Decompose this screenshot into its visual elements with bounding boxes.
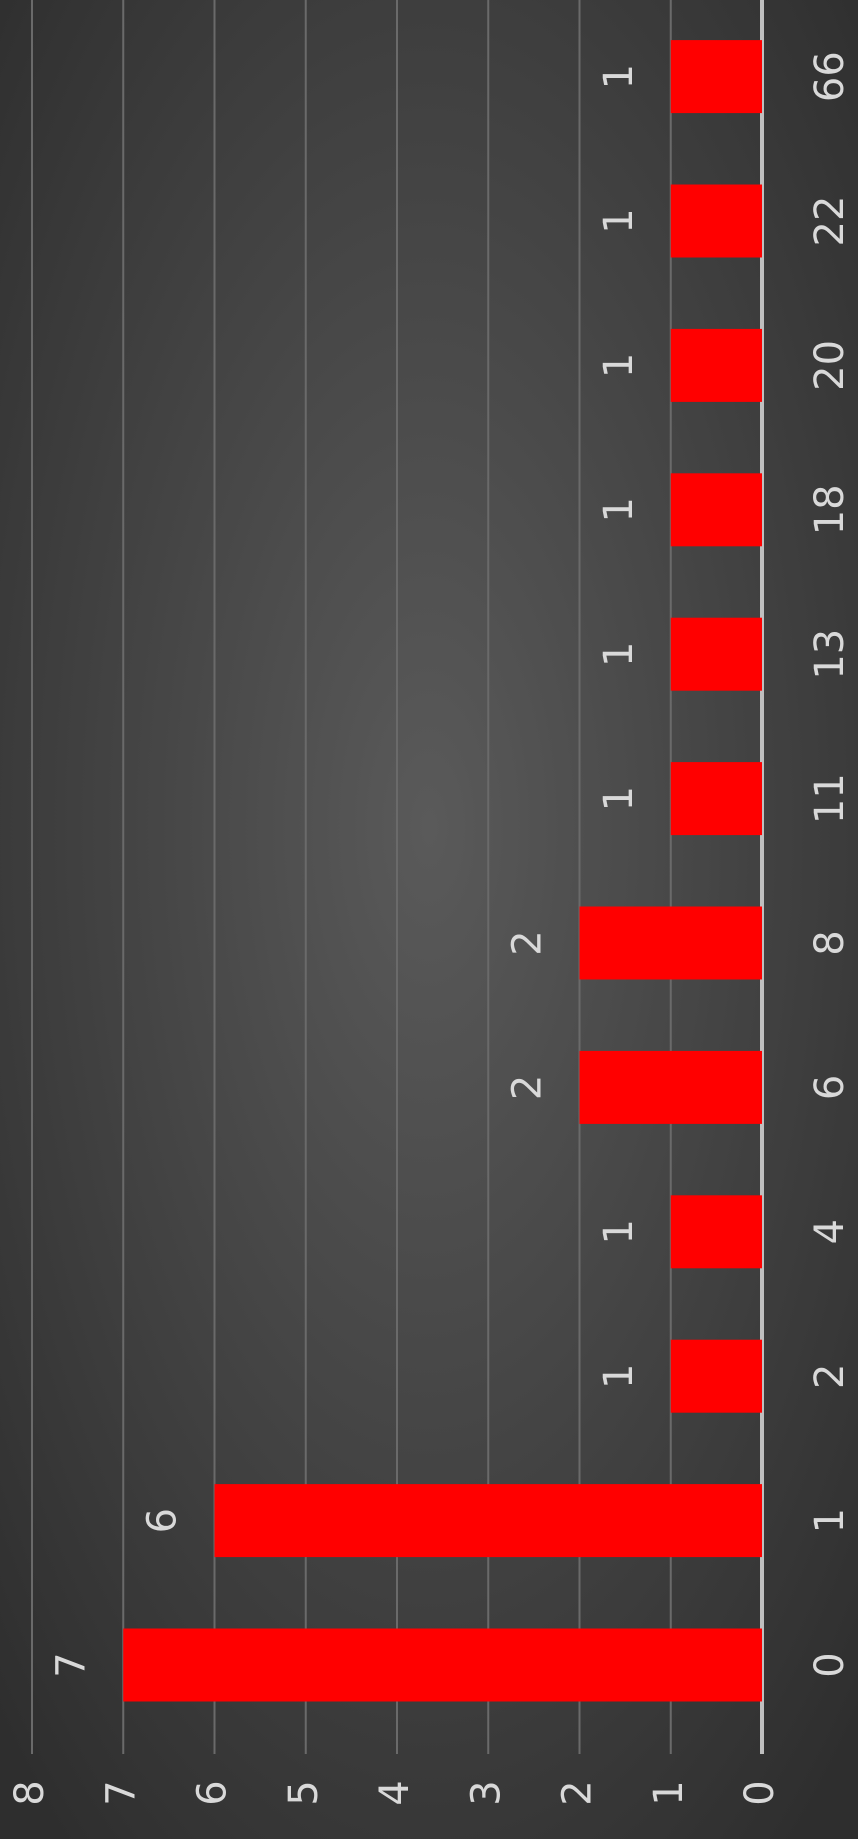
x-tick-label: 11	[807, 773, 853, 824]
x-tick-label: 1	[807, 1508, 853, 1533]
y-tick-label: 0	[737, 1780, 783, 1805]
y-tick-label: 2	[555, 1780, 601, 1805]
x-tick-label: 2	[807, 1363, 853, 1388]
data-label: 1	[596, 497, 642, 522]
x-tick-label: 8	[807, 930, 853, 955]
bar	[579, 1050, 762, 1124]
x-tick-label: 4	[807, 1219, 853, 1244]
data-label: 6	[140, 1508, 186, 1533]
bar	[579, 906, 762, 980]
x-tick-label: 18	[807, 484, 853, 535]
bar	[670, 1339, 762, 1413]
y-tick-label: 3	[463, 1780, 509, 1805]
x-tick-label: 6	[807, 1075, 853, 1100]
bar	[670, 1195, 762, 1269]
data-label: 1	[596, 1219, 642, 1244]
data-label: 1	[596, 208, 642, 233]
y-tick-label: 7	[98, 1780, 144, 1805]
bar	[214, 1484, 762, 1558]
y-tick-label: 1	[646, 1780, 692, 1805]
bar	[670, 617, 762, 691]
y-tick-label: 5	[281, 1780, 327, 1805]
data-label: 1	[596, 786, 642, 811]
data-label: 2	[505, 1075, 551, 1100]
x-tick-label: 20	[807, 340, 853, 391]
data-label: 1	[596, 641, 642, 666]
bar	[670, 328, 762, 402]
bar	[123, 1628, 762, 1702]
bar	[670, 184, 762, 258]
x-tick-label: 66	[807, 51, 853, 102]
data-label: 1	[596, 1363, 642, 1388]
bar	[670, 473, 762, 547]
data-label: 7	[48, 1652, 94, 1677]
y-tick-label: 4	[372, 1780, 418, 1805]
x-tick-label: 13	[807, 629, 853, 680]
data-label: 2	[505, 930, 551, 955]
x-tick-label: 22	[807, 196, 853, 247]
data-label: 1	[596, 64, 642, 89]
bar	[670, 762, 762, 836]
data-label: 1	[596, 353, 642, 378]
x-tick-label: 0	[807, 1652, 853, 1677]
y-tick-label: 8	[7, 1780, 53, 1805]
y-tick-label: 6	[190, 1780, 236, 1805]
bar	[670, 40, 762, 114]
